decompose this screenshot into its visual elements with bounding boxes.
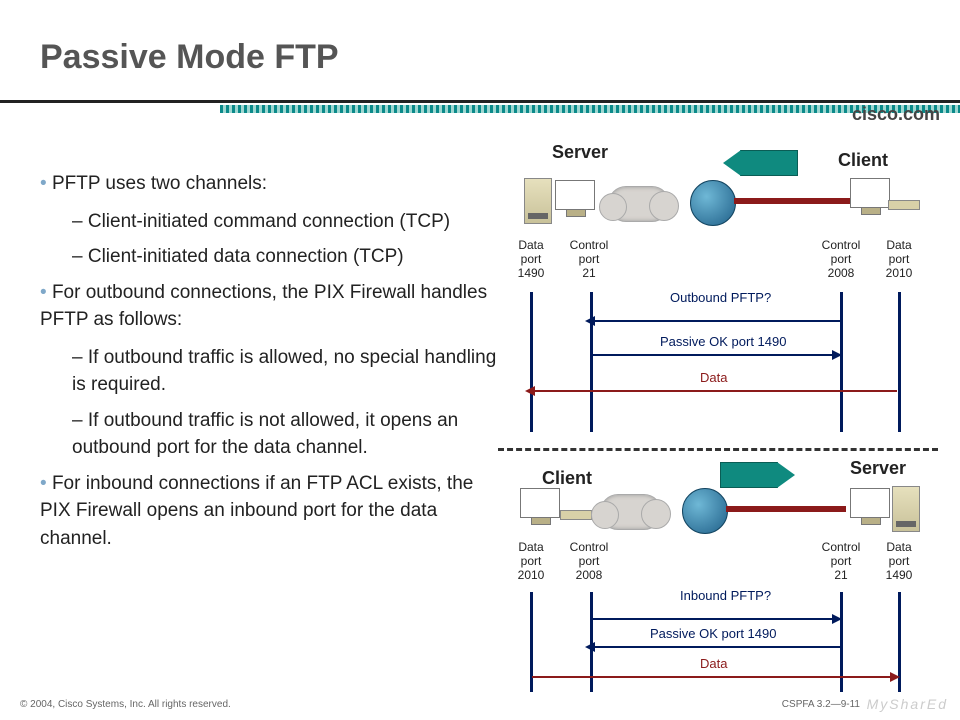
bullet-3: For inbound connections if an FTP ACL ex… — [40, 470, 500, 553]
top-port-2: Controlport2008 — [812, 238, 870, 280]
server-monitor-b-icon — [850, 488, 890, 518]
router-icon — [690, 180, 736, 226]
top-arrow-2 — [592, 354, 832, 356]
client-monitor-icon — [850, 178, 890, 208]
footer-left: © 2004, Cisco Systems, Inc. All rights r… — [20, 699, 231, 710]
bottom-arrow-1-tip — [832, 614, 842, 624]
direction-arrow-left-icon — [740, 150, 798, 176]
top-vline-3 — [898, 292, 901, 432]
slide: Passive Mode FTP cisco.com PFTP uses two… — [0, 0, 960, 720]
bullet-2: For outbound connections, the PIX Firewa… — [40, 279, 500, 334]
cloud-icon — [608, 186, 670, 222]
top-port-1: Controlport21 — [560, 238, 618, 280]
bottom-msg3-label: Data — [700, 656, 727, 671]
top-arrow-1 — [595, 320, 840, 322]
bottom-arrow-3 — [532, 676, 890, 678]
bullet-1a: Client-initiated command connection (TCP… — [72, 208, 500, 236]
client-keyboard-icon — [888, 200, 920, 210]
top-ports-left: Dataport1490 Controlport21 — [502, 238, 618, 280]
top-msg2-label: Passive OK port 1490 — [660, 334, 786, 349]
top-arrow-3-tip — [525, 386, 535, 396]
bullet-1b: Client-initiated data connection (TCP) — [72, 243, 500, 271]
top-msg1-label: Outbound PFTP? — [670, 290, 771, 305]
top-arrow-2-tip — [832, 350, 842, 360]
bottom-port-1: Controlport2008 — [560, 540, 618, 582]
bullet-2b: If outbound traffic is not allowed, it o… — [72, 407, 500, 462]
top-arrow-3 — [535, 390, 897, 392]
top-port-3: Dataport2010 — [870, 238, 928, 280]
top-vline-1 — [590, 292, 593, 432]
bottom-arrow-2 — [595, 646, 840, 648]
client-keyboard-b-icon — [560, 510, 592, 520]
bullet-1: PFTP uses two channels: — [40, 170, 500, 198]
top-msg3-label: Data — [700, 370, 727, 385]
watermark: MySharEd — [867, 696, 948, 712]
router-b-icon — [682, 488, 728, 534]
cloud-b-icon — [600, 494, 662, 530]
bottom-right-label: Server — [850, 458, 906, 479]
bottom-arrow-2-tip — [585, 642, 595, 652]
top-vline-2 — [840, 292, 843, 432]
rule-teal — [220, 105, 960, 113]
rule-top — [0, 100, 960, 103]
top-ports-right: Controlport2008 Dataport2010 — [812, 238, 928, 280]
bottom-left-label: Client — [542, 468, 592, 489]
link-pipe-b-icon — [726, 506, 846, 512]
bottom-arrow-3-tip — [890, 672, 900, 682]
bullet-list: PFTP uses two channels: Client-initiated… — [40, 170, 500, 563]
server-tower-b-icon — [892, 486, 920, 532]
bottom-port-0: Dataport2010 — [502, 540, 560, 582]
server-monitor-icon — [555, 180, 595, 210]
top-vline-0 — [530, 292, 533, 432]
bottom-ports-left: Dataport2010 Controlport2008 — [502, 540, 618, 582]
direction-arrow-right-icon — [720, 462, 778, 488]
slide-title: Passive Mode FTP — [40, 38, 339, 77]
bottom-port-2: Controlport21 — [812, 540, 870, 582]
rule-band — [0, 100, 960, 122]
bottom-msg2-label: Passive OK port 1490 — [650, 626, 776, 641]
bottom-arrow-1 — [592, 618, 832, 620]
footer-right: CSPFA 3.2—9-11 — [782, 699, 860, 710]
link-pipe-icon — [734, 198, 850, 204]
top-port-0: Dataport1490 — [502, 238, 560, 280]
bullet-2a: If outbound traffic is allowed, no speci… — [72, 344, 500, 399]
top-right-label: Client — [838, 150, 888, 171]
top-arrow-1-tip — [585, 316, 595, 326]
brand-text: cisco.com — [852, 104, 940, 125]
bottom-msg1-label: Inbound PFTP? — [680, 588, 771, 603]
client-monitor-b-icon — [520, 488, 560, 518]
bottom-ports-right: Controlport21 Dataport1490 — [812, 540, 928, 582]
top-left-label: Server — [552, 142, 608, 163]
server-tower-icon — [524, 178, 552, 224]
bottom-port-3: Dataport1490 — [870, 540, 928, 582]
diagram-separator — [498, 448, 938, 451]
